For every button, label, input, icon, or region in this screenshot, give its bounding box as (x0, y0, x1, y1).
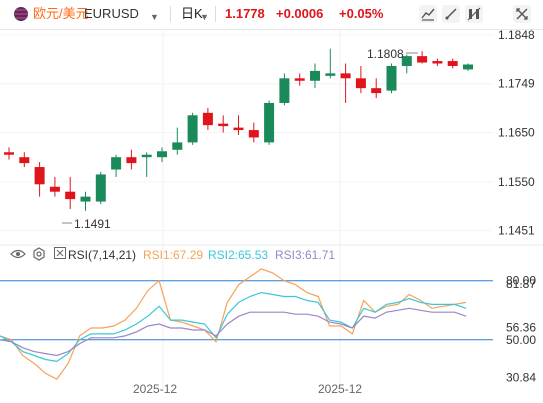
rsi-level-label: 50.00 (506, 333, 536, 347)
fullscreen-icon[interactable] (513, 5, 531, 23)
candle-body (172, 142, 183, 150)
candle-body (80, 196, 91, 202)
price-axis-label: 1.1451 (498, 224, 535, 238)
price-axis-label: 1.1749 (498, 77, 535, 91)
period-selector[interactable]: 日K (181, 6, 203, 21)
candle-body (310, 70, 320, 81)
rsi-header: RSI(7,14,21) RSI1:67.29 RSI2:65.53 RSI3:… (0, 246, 400, 264)
candle-body (417, 56, 428, 63)
candle-body (447, 61, 458, 66)
price-axis-label: 1.1848 (498, 29, 535, 42)
price-change-percent: +0.05% (339, 6, 384, 21)
hide-drawing-icon[interactable] (465, 5, 483, 23)
divider (215, 6, 216, 22)
high-annotation: 1.1808 (367, 47, 404, 61)
candle-body (264, 102, 275, 143)
rsi-series-rsi1 (0, 268, 467, 380)
candle-body (233, 127, 244, 131)
time-axis-label: 2025-12 (318, 382, 362, 396)
settings-icon[interactable] (32, 247, 46, 264)
rsi-axis-label: 56.36 (506, 320, 536, 334)
toolbar: 欧元/美元 EURUSD ▼ 日K ▼ 1.1778 +0.0006 +0.05… (0, 0, 543, 30)
candle-body (386, 65, 397, 91)
price-axis-label: 1.1650 (498, 126, 535, 140)
divider (170, 6, 171, 22)
candle-body (65, 191, 76, 200)
rsi-axis-label: 30.84 (506, 371, 536, 385)
low-annotation: 1.1491 (74, 217, 111, 231)
candle-body (371, 88, 382, 94)
price-axis-label: 1.1550 (498, 175, 535, 189)
candle-body (279, 78, 290, 103)
candle-body (325, 73, 336, 76)
period-dropdown-icon[interactable]: ▼ (200, 12, 209, 22)
candle-body (340, 73, 351, 79)
time-axis-label: 2025-12 (133, 382, 177, 396)
candle-body (355, 78, 366, 89)
candle-body (463, 64, 473, 70)
pair-label[interactable]: 欧元/美元 (33, 6, 89, 21)
candle-body (19, 157, 30, 164)
candle-body (401, 56, 412, 66)
candle-body (248, 130, 259, 138)
rsi-lines (0, 268, 493, 380)
flag-icon (14, 7, 28, 21)
candle-body (141, 154, 152, 158)
rsi-name: RSI(7,14,21) (68, 248, 137, 262)
rsi3-value: RSI3:61.71 (275, 248, 336, 262)
candles (4, 48, 473, 211)
price-change: +0.0006 (276, 6, 324, 21)
rsi-series-rsi3 (0, 307, 467, 357)
chart-canvas[interactable]: 1.1848 1.1749 1.1650 1.1550 1.1451 80.0081.87… (0, 29, 543, 403)
candle-body (187, 115, 198, 143)
grid (0, 29, 543, 389)
candle-body (4, 152, 14, 155)
symbol-label[interactable]: EURUSD (84, 6, 139, 21)
eye-icon[interactable] (10, 248, 26, 263)
candle-body (157, 151, 167, 158)
rsi-level-label: 80.00 (506, 274, 536, 288)
draw-line-icon[interactable] (442, 5, 460, 23)
candle-body (49, 186, 60, 192)
close-icon[interactable] (54, 247, 66, 262)
rsi2-value: RSI2:65.53 (208, 248, 269, 262)
candle-body (294, 78, 305, 81)
candle-body (95, 174, 106, 202)
last-price: 1.1778 (225, 6, 265, 21)
candle-body (202, 112, 213, 126)
rsi1-value: RSI1:67.29 (143, 248, 204, 262)
candle-body (218, 123, 229, 127)
candle-body (432, 61, 443, 64)
symbol-dropdown-icon[interactable]: ▼ (150, 12, 159, 22)
axes: 1.1848 1.1749 1.1650 1.1550 1.1451 80.0081.87… (133, 29, 536, 396)
candle-body (111, 157, 122, 170)
rsi-axis-label: 81.87 (506, 277, 536, 291)
indicator-chart-icon[interactable] (419, 5, 437, 23)
candle-body (34, 167, 45, 185)
candle-body (126, 157, 137, 164)
rsi-series-rsi2 (0, 291, 467, 363)
